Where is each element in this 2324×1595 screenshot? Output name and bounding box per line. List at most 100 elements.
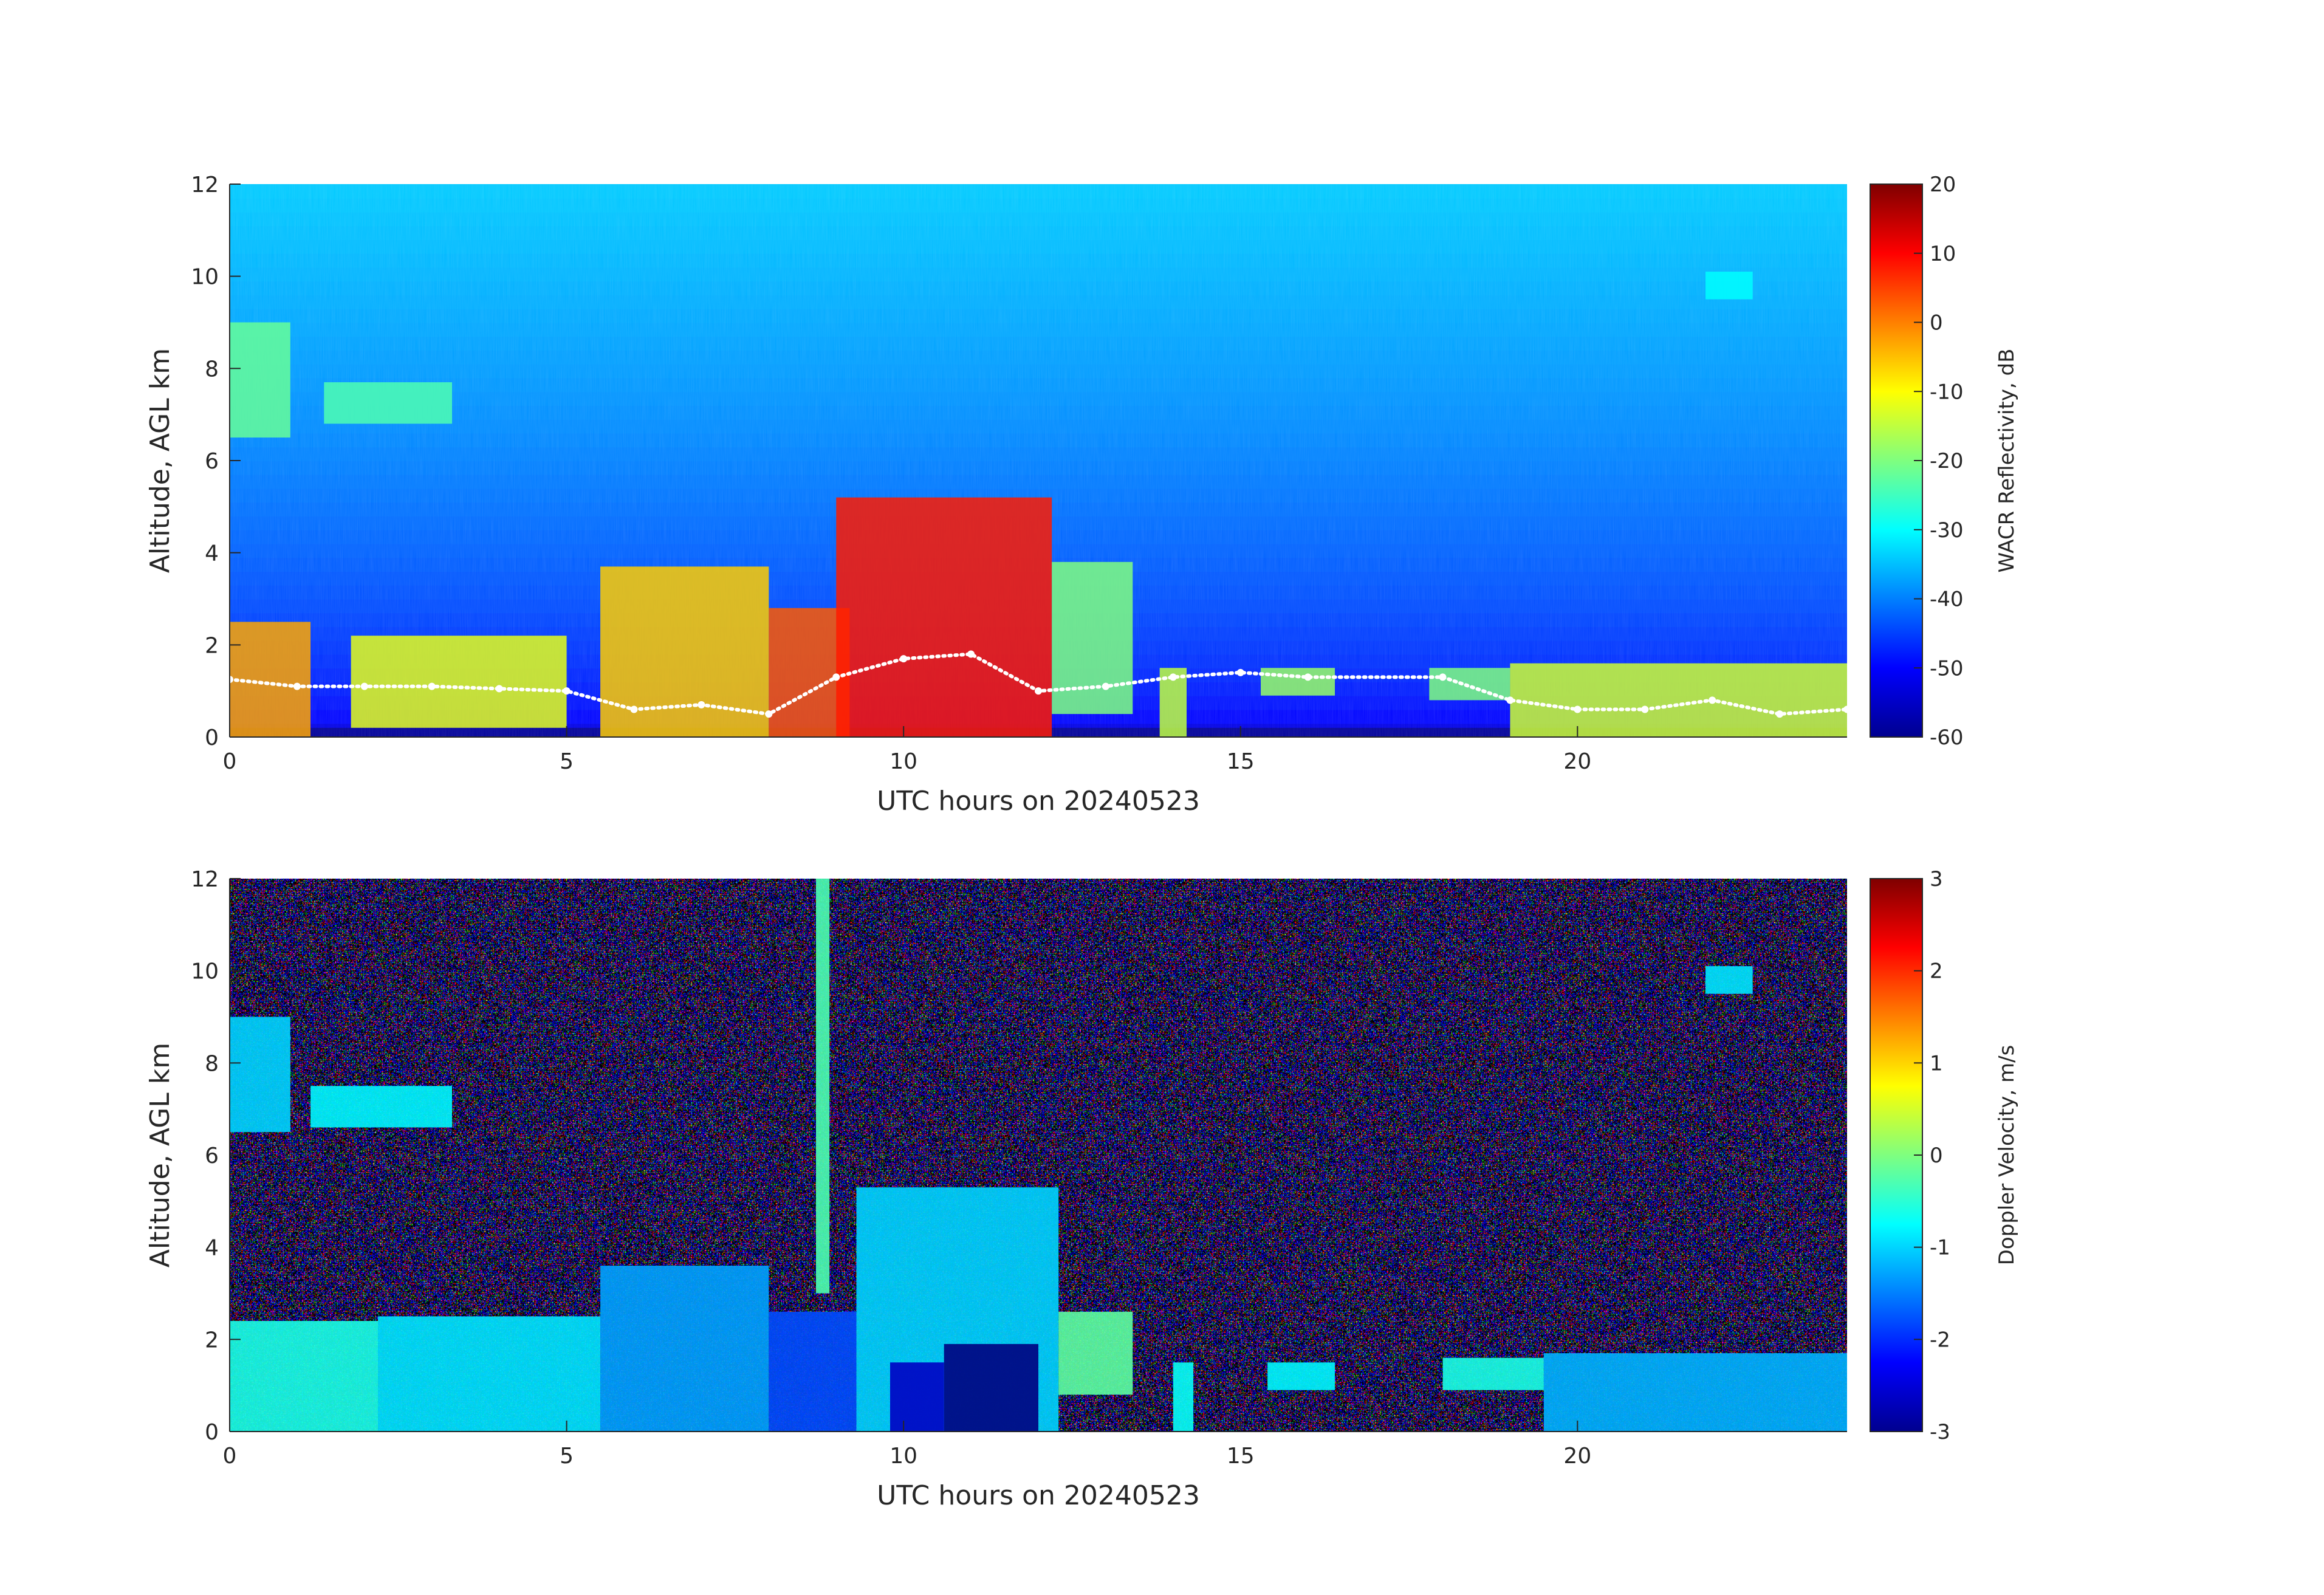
colorbar-tick-label: -20 <box>1930 449 1964 473</box>
cloud-base-point <box>765 710 773 718</box>
cloud-base-trace <box>230 652 1847 716</box>
colorbar-tick-label: 10 <box>1930 242 1956 266</box>
colorbar-tick-label: -40 <box>1930 588 1964 612</box>
cloud-base-point <box>1169 673 1177 681</box>
y-tick-label: 6 <box>205 449 219 474</box>
x-tick-label: 0 <box>223 1444 237 1469</box>
cloud-base-point <box>1035 687 1042 695</box>
cloud-feature <box>310 1086 453 1128</box>
y-tick-label: 4 <box>205 1236 219 1261</box>
cloud-feature <box>378 1316 601 1432</box>
cloud-feature <box>230 1017 290 1133</box>
cloud-feature <box>889 1362 944 1432</box>
cloud-base-point <box>1304 673 1312 681</box>
colorbar-gradient <box>1870 184 1923 738</box>
cloud-feature <box>769 1311 857 1432</box>
y-tick-label: 8 <box>205 357 219 382</box>
cloud-feature <box>1052 561 1133 715</box>
cloud-feature <box>324 382 453 424</box>
colorbar-tick-label: 1 <box>1930 1051 1943 1075</box>
cloud-base-point <box>428 682 436 690</box>
y-axis-label: Altitude, AGL km <box>145 1043 176 1267</box>
colorbar-tick-label: -10 <box>1930 380 1964 404</box>
x-tick-label: 20 <box>1563 1444 1591 1469</box>
x-tick-label: 15 <box>1227 749 1255 774</box>
colorbar-tick-label: 2 <box>1930 959 1943 984</box>
y-tick-label: 0 <box>205 1420 219 1445</box>
y-tick-label: 10 <box>191 959 219 984</box>
cloud-feature <box>1267 1362 1335 1390</box>
colorbar-tick-label: -30 <box>1930 518 1964 543</box>
cloud-feature <box>230 322 290 438</box>
cloud-feature <box>1510 663 1847 737</box>
cloud-base-point <box>1776 710 1784 718</box>
cloud-base-point <box>1102 682 1109 690</box>
cloud-feature <box>230 1321 379 1432</box>
cloud-base-point <box>495 685 503 693</box>
heatmap-area <box>230 879 1847 1432</box>
colorbar: 20 10 0 -10 -20 -30 -40 -50 -60 WACR Reflectivity… <box>1870 173 2019 750</box>
y-tick-label: 0 <box>205 725 219 750</box>
colorbar-tick-label: -1 <box>1930 1236 1950 1260</box>
cloud-feature <box>351 636 567 728</box>
cloud-feature <box>1442 1357 1544 1390</box>
cloud-base-point <box>1574 705 1582 713</box>
cloud-feature <box>944 1343 1038 1432</box>
y-tick-label: 2 <box>205 1328 219 1353</box>
y-tick-label: 2 <box>205 633 219 658</box>
colorbar-tick-label: -60 <box>1930 725 1964 750</box>
colorbar-tick-label: 3 <box>1930 867 1943 891</box>
cloud-base-point <box>1709 696 1716 704</box>
x-tick-label: 15 <box>1227 1444 1255 1469</box>
reflectivity-panel: 0 5 10 15 20 0 2 4 6 8 10 12 UTC hours on 20240523 Al… <box>145 173 2019 817</box>
cloud-feature <box>836 497 1052 737</box>
colorbar-label: Doppler Velocity, m/s <box>1995 1045 2019 1266</box>
cloud-base-point <box>360 682 368 690</box>
cloud-feature <box>1705 272 1753 300</box>
x-tick-label: 0 <box>223 749 237 774</box>
cloud-base-point <box>630 705 638 713</box>
x-tick-label: 10 <box>889 749 917 774</box>
colorbar-gradient <box>1870 878 1923 1432</box>
cloud-base-point <box>293 682 301 690</box>
cloud-feature <box>1543 1353 1847 1432</box>
y-tick-label: 6 <box>205 1144 219 1168</box>
y-tick-label: 10 <box>191 265 219 290</box>
cloud-base-point <box>230 676 233 684</box>
colorbar: 3 2 1 0 -1 -2 -3 Doppler Velocity, m/s <box>1870 867 2019 1444</box>
cloud-base-point <box>1843 705 1847 713</box>
cloud-feature <box>1261 668 1335 696</box>
y-tick-label: 12 <box>191 867 219 892</box>
cloud-base-point <box>698 701 705 708</box>
colorbar-tick-label: -2 <box>1930 1328 1950 1352</box>
cloud-base-point <box>1439 673 1447 681</box>
cloud-base-point <box>967 650 975 658</box>
x-axis-label: UTC hours on 20240523 <box>877 1480 1200 1511</box>
colorbar-tick-label: -50 <box>1930 656 1964 681</box>
cloud-base-point <box>1236 668 1244 676</box>
colorbar-tick-label: -3 <box>1930 1420 1950 1444</box>
cloud-base-point <box>1506 696 1514 704</box>
x-tick-label: 5 <box>560 749 574 774</box>
x-tick-label: 10 <box>889 1444 917 1469</box>
y-tick-label: 12 <box>191 173 219 197</box>
colorbar-tick-label: 0 <box>1930 311 1943 335</box>
cloud-feature <box>1705 966 1753 994</box>
y-axis-label: Altitude, AGL km <box>145 348 176 573</box>
cloud-base-point <box>1641 705 1649 713</box>
heatmap-area <box>230 184 1847 737</box>
cloud-base-point <box>563 687 571 695</box>
cloud-feature <box>815 879 830 1294</box>
y-tick-label: 8 <box>205 1051 219 1076</box>
colorbar-tick-label: 20 <box>1930 173 1956 197</box>
x-tick-label: 5 <box>560 1444 574 1469</box>
colorbar-label: WACR Reflectivity, dB <box>1995 349 2019 573</box>
cloud-feature <box>1058 1311 1133 1395</box>
cloud-base-point <box>832 673 840 681</box>
cloud-feature <box>1173 1362 1194 1432</box>
cloud-feature <box>600 1266 769 1432</box>
y-tick-label: 4 <box>205 541 219 566</box>
colorbar-tick-label: 0 <box>1930 1144 1943 1168</box>
